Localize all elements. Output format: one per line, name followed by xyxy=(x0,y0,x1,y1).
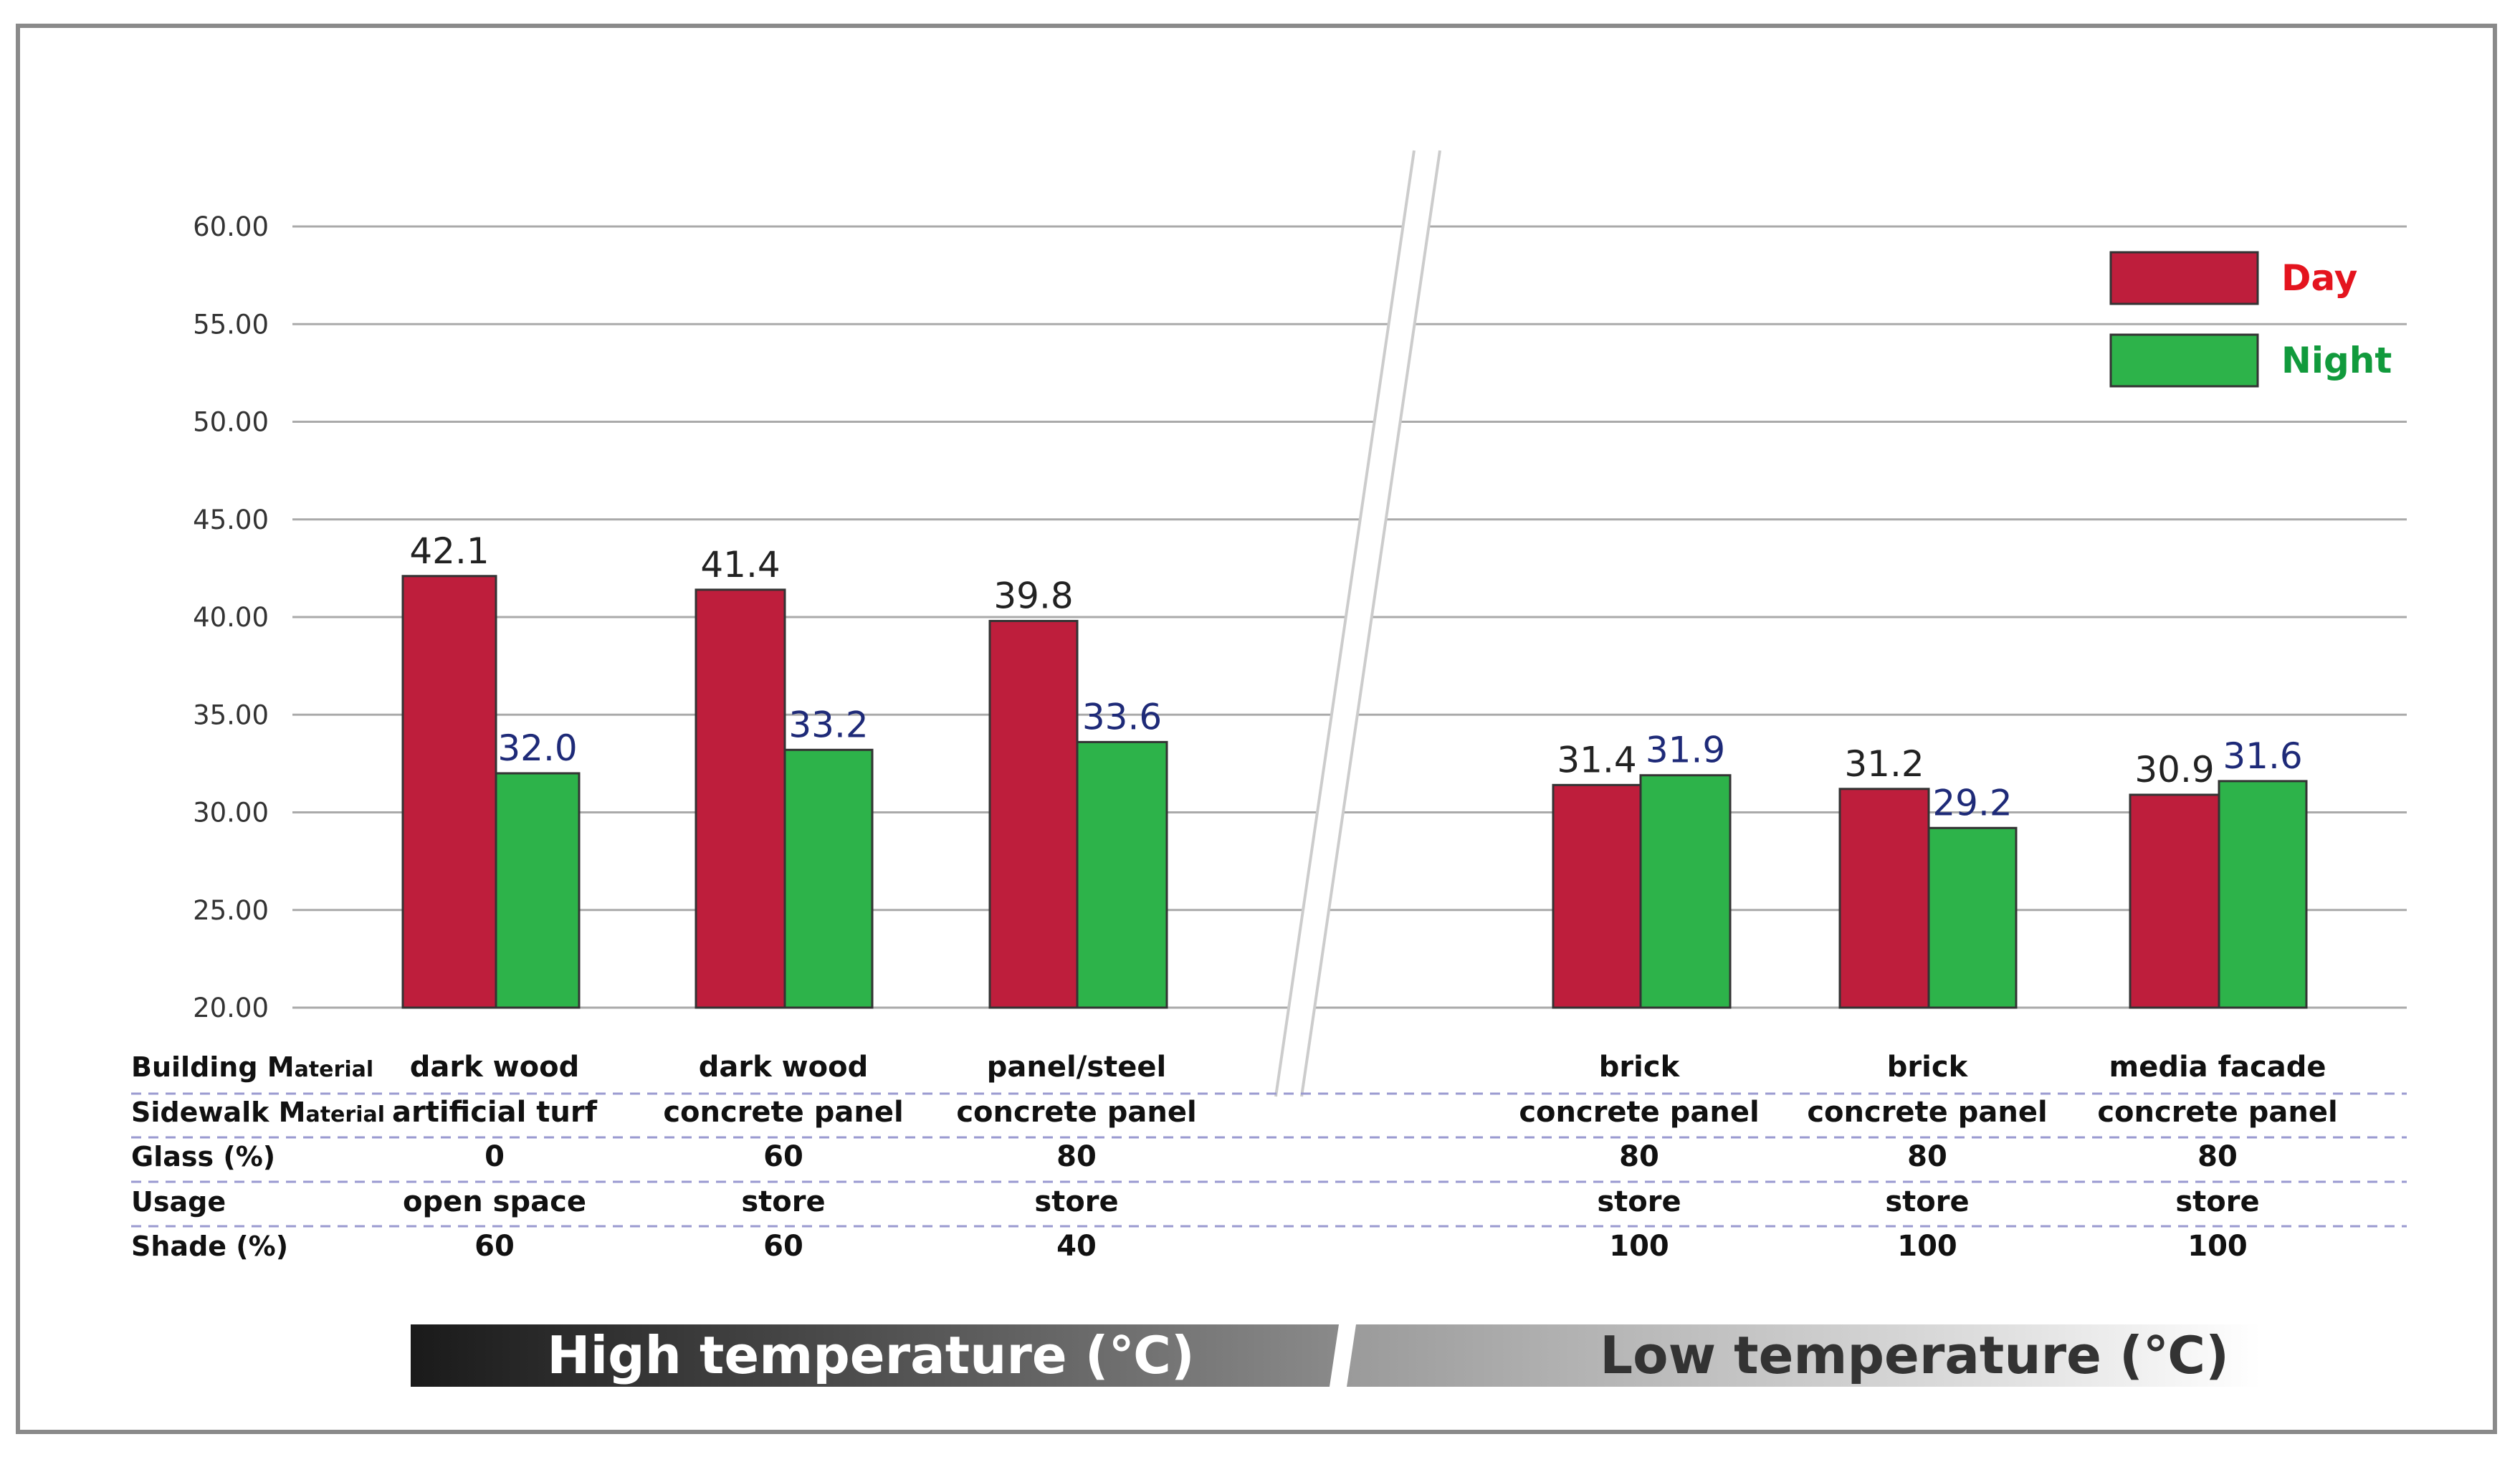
y-tick-label: 55.00 xyxy=(193,309,269,340)
bar-night xyxy=(1639,774,1732,1009)
axis-break xyxy=(1274,150,1441,1097)
table-cell: 80 xyxy=(1056,1140,1097,1173)
data-label-night: 33.6 xyxy=(1082,696,1162,737)
legend-night-swatch xyxy=(2109,333,2259,388)
figure-frame xyxy=(16,24,2497,1434)
data-label-night: 31.9 xyxy=(1646,730,1725,771)
y-tick-label: 45.00 xyxy=(193,505,269,535)
bar-night xyxy=(783,748,874,1009)
bar-night xyxy=(1076,740,1168,1009)
y-axis-ticks: 20.00 25.00 30.00 35.00 40.00 45.00 50.00 55.00… xyxy=(193,211,269,1023)
legend-night-label: Night xyxy=(2281,340,2392,381)
table-cell: 0 xyxy=(485,1140,505,1173)
bar-day xyxy=(2129,793,2220,1009)
table-cell: store xyxy=(1034,1185,1118,1218)
row-header-text-small: aterial xyxy=(305,1102,385,1127)
axis-break-line-right xyxy=(1300,150,1441,1097)
gridlines xyxy=(292,225,2407,1009)
bar-night xyxy=(495,772,581,1009)
y-tick-label: 35.00 xyxy=(193,699,269,730)
table-cell: panel/steel xyxy=(987,1051,1166,1084)
table-cell: dark wood xyxy=(699,1051,868,1084)
table-cell: concrete panel xyxy=(1519,1096,1759,1129)
table-cell: brick xyxy=(1599,1051,1681,1084)
data-label-night: 32.0 xyxy=(497,727,577,769)
y-tick-label: 25.00 xyxy=(193,895,269,926)
temperature-banners: High temperature (℃) Low temperature (℃) xyxy=(411,1324,2261,1387)
data-label-day: 42.1 xyxy=(409,530,489,572)
table-cell: concrete panel xyxy=(663,1096,903,1129)
row-header-text-small: aterial xyxy=(295,1057,374,1082)
bars xyxy=(401,575,2308,1009)
table-cell: open space xyxy=(403,1185,586,1218)
data-label-day: 39.8 xyxy=(993,575,1073,616)
table-cell: store xyxy=(1885,1185,1969,1218)
high-temperature-label: High temperature (℃) xyxy=(547,1325,1195,1385)
row-header-text: Usage xyxy=(131,1186,226,1218)
data-label-day: 41.4 xyxy=(700,544,780,586)
table-cell: 60 xyxy=(474,1230,515,1263)
table-cell: 60 xyxy=(763,1230,803,1263)
data-label-night: 33.2 xyxy=(788,704,868,745)
table-cell: store xyxy=(2175,1185,2259,1218)
table-cell: store xyxy=(1597,1185,1681,1218)
table-cell: brick xyxy=(1887,1051,1969,1084)
table-cell: artificial turf xyxy=(392,1096,598,1129)
row-header-text: Glass (%) xyxy=(131,1141,275,1172)
bar-night xyxy=(1927,826,2018,1009)
table-cell: dark wood xyxy=(410,1051,579,1084)
data-labels: 42.1 41.4 39.8 31.4 31.2 30.9 32.0 33.2 33.6 31.9… xyxy=(409,530,2302,824)
row-header-text: Sidewalk M xyxy=(131,1097,305,1128)
axis-break-gap xyxy=(1276,151,1440,1097)
table-cell: 80 xyxy=(1907,1140,1947,1173)
y-tick-label: 40.00 xyxy=(193,602,269,633)
legend-day-label: Day xyxy=(2281,257,2357,299)
table-row-header: Usage xyxy=(131,1186,226,1218)
table-cell: concrete panel xyxy=(2097,1096,2337,1129)
legend-day-swatch xyxy=(2109,251,2259,305)
table-cell: 100 xyxy=(1609,1230,1669,1263)
table-cell: concrete panel xyxy=(1807,1096,2047,1129)
bar-night xyxy=(2218,780,2308,1009)
data-label-day: 31.2 xyxy=(1844,743,1924,785)
data-label-night: 31.6 xyxy=(2223,735,2302,777)
table-cell: 100 xyxy=(2187,1230,2248,1263)
data-label-day: 30.9 xyxy=(2134,749,2214,790)
row-header-text: Shade (%) xyxy=(131,1231,288,1262)
table-cell: 100 xyxy=(1897,1230,1957,1263)
table-cell: concrete panel xyxy=(956,1096,1196,1129)
table-row-header: Building Material xyxy=(131,1051,373,1083)
axis-break-line-left xyxy=(1274,150,1416,1097)
bar-day xyxy=(695,588,786,1009)
y-tick-label: 20.00 xyxy=(193,993,269,1023)
low-temperature-banner xyxy=(1347,1324,2261,1387)
table-cell: media facade xyxy=(2109,1051,2326,1084)
bar-day xyxy=(1552,783,1642,1009)
bar-day xyxy=(401,575,497,1009)
data-label-day: 31.4 xyxy=(1557,739,1636,780)
table-cell: 60 xyxy=(763,1140,803,1173)
table-row-header: Glass (%) xyxy=(131,1141,275,1172)
bar-day xyxy=(988,619,1079,1009)
table-cell: 40 xyxy=(1056,1230,1097,1263)
low-temperature-label: Low temperature (℃) xyxy=(1600,1325,2229,1385)
bar-day xyxy=(1838,788,1930,1009)
row-header-text: Building M xyxy=(131,1051,295,1083)
legend: Day Night xyxy=(2109,251,2392,388)
y-tick-label: 30.00 xyxy=(193,798,269,828)
table-cell: store xyxy=(741,1185,825,1218)
table-row-header: Sidewalk Material xyxy=(131,1097,385,1128)
table-cell: 80 xyxy=(1619,1140,1659,1173)
high-temperature-banner xyxy=(411,1324,1339,1387)
table-cell: 80 xyxy=(2197,1140,2238,1173)
y-tick-label: 60.00 xyxy=(193,211,269,242)
data-label-night: 29.2 xyxy=(1932,782,2012,823)
y-tick-label: 50.00 xyxy=(193,407,269,438)
table-row-header: Shade (%) xyxy=(131,1231,288,1262)
